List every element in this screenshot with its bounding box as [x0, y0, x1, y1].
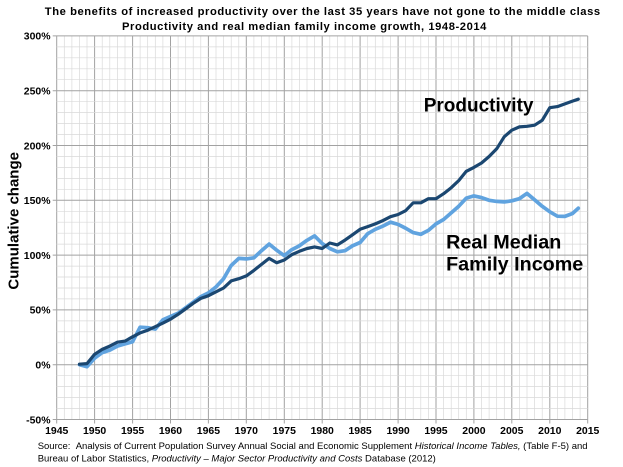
svg-text:100%: 100%: [24, 251, 51, 262]
svg-text:50%: 50%: [30, 306, 51, 317]
svg-text:Bureau of Labor Statistics, Pr: Bureau of Labor Statistics, Productivity…: [38, 453, 436, 464]
svg-text:1960: 1960: [159, 426, 182, 437]
svg-text:1950: 1950: [83, 426, 106, 437]
svg-text:1985: 1985: [348, 426, 371, 437]
svg-text:1970: 1970: [235, 426, 258, 437]
svg-text:Family Income: Family Income: [446, 253, 583, 275]
svg-text:Productivity and real median f: Productivity and real median family inco…: [122, 21, 487, 33]
svg-text:1965: 1965: [197, 426, 220, 437]
svg-text:1980: 1980: [311, 426, 334, 437]
svg-text:Productivity: Productivity: [424, 95, 534, 116]
svg-text:Cumulative change: Cumulative change: [6, 152, 23, 290]
svg-text:2005: 2005: [500, 426, 523, 437]
svg-text:2000: 2000: [462, 426, 485, 437]
svg-text:The benefits of increased prod: The benefits of increased productivity o…: [45, 6, 601, 18]
svg-text:300%: 300%: [24, 32, 51, 43]
svg-text:Source: Analysis of Current P: Source: Analysis of Current Population S…: [38, 441, 588, 452]
svg-text:0%: 0%: [35, 361, 50, 372]
svg-text:1955: 1955: [121, 426, 144, 437]
svg-text:200%: 200%: [24, 141, 51, 152]
svg-text:150%: 150%: [24, 196, 51, 207]
svg-text:-50%: -50%: [26, 415, 50, 426]
svg-text:1995: 1995: [424, 426, 447, 437]
svg-text:2015: 2015: [576, 426, 599, 437]
svg-text:1990: 1990: [386, 426, 409, 437]
svg-text:Real Median: Real Median: [446, 232, 561, 254]
svg-text:1945: 1945: [45, 426, 68, 437]
svg-text:1975: 1975: [273, 426, 296, 437]
svg-text:2010: 2010: [538, 426, 561, 437]
svg-text:250%: 250%: [24, 87, 51, 98]
